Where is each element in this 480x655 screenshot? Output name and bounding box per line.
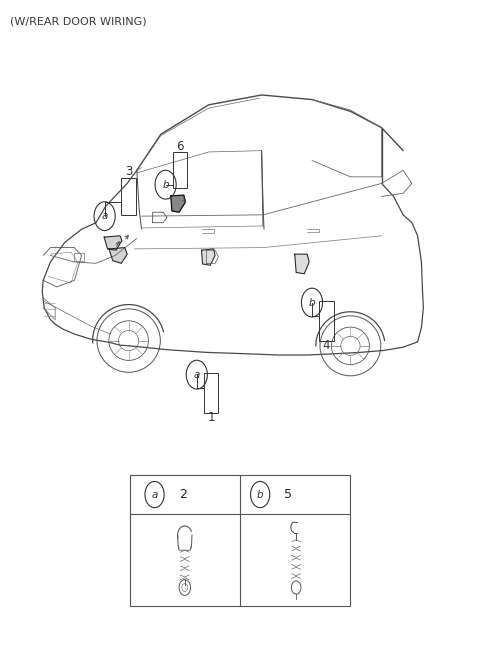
Bar <box>130 475 350 606</box>
Text: 5: 5 <box>284 488 292 501</box>
Text: a: a <box>151 489 158 500</box>
Text: 3: 3 <box>125 165 132 178</box>
Polygon shape <box>109 248 127 263</box>
Polygon shape <box>295 254 309 274</box>
Text: 4: 4 <box>323 339 330 352</box>
Text: b: b <box>257 489 264 500</box>
Text: a: a <box>193 369 200 380</box>
Polygon shape <box>202 249 215 265</box>
Text: 6: 6 <box>176 140 184 153</box>
Bar <box>121 178 136 215</box>
Text: 2: 2 <box>180 488 187 501</box>
Text: a: a <box>101 211 108 221</box>
Polygon shape <box>104 236 122 250</box>
Polygon shape <box>171 195 185 212</box>
Text: 1: 1 <box>207 411 215 424</box>
Bar <box>173 152 187 189</box>
Bar <box>204 373 218 413</box>
Text: b: b <box>309 297 315 308</box>
Text: (W/REAR DOOR WIRING): (W/REAR DOOR WIRING) <box>10 16 146 26</box>
Text: b: b <box>162 179 169 190</box>
Bar <box>319 301 334 341</box>
